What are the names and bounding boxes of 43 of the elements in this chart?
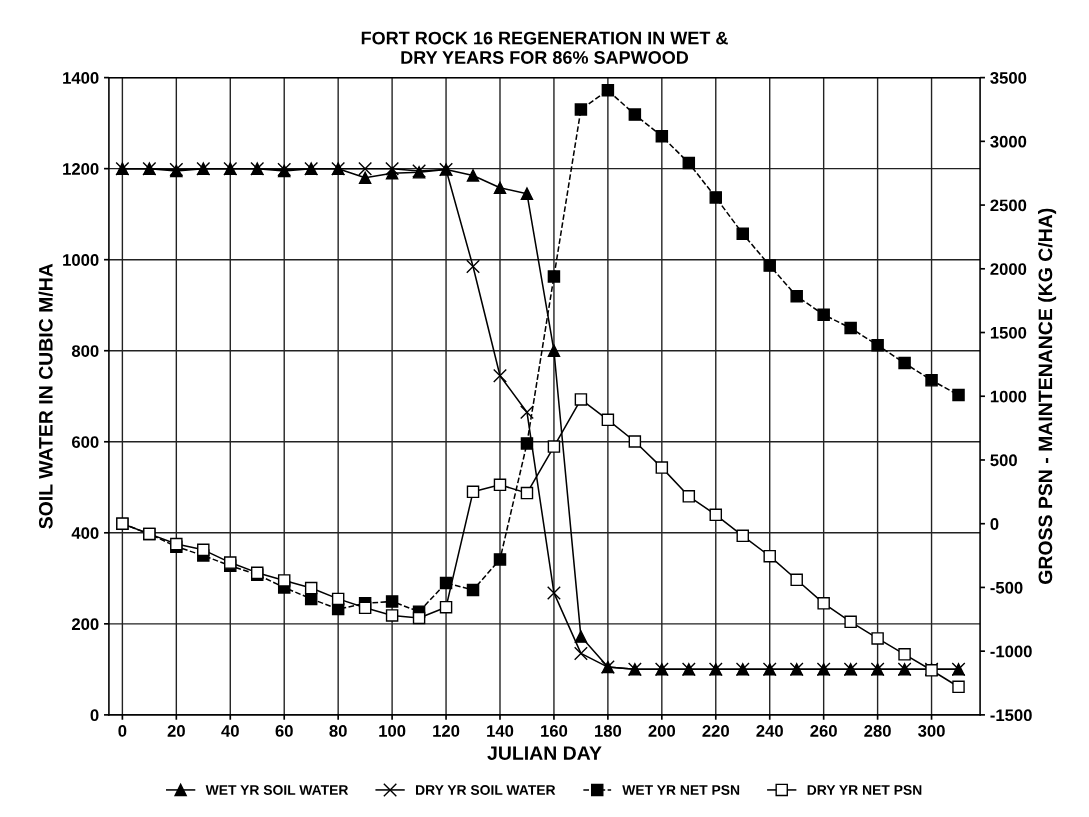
legend-label: WET YR NET PSN	[622, 785, 740, 795]
y2-tick-label: 2000	[990, 263, 1027, 275]
x-tick-label: 0	[118, 725, 127, 737]
x-axis-title: JULIAN DAY	[487, 746, 602, 760]
x-tick-label: 60	[275, 725, 293, 737]
y-tick-label: 1200	[63, 163, 99, 175]
y-tick-label: 800	[71, 345, 99, 357]
y2-tick-label: 2500	[990, 199, 1027, 212]
x-tick-label: 180	[595, 725, 622, 737]
x-tick-label: 40	[221, 725, 239, 737]
x-tick-label: 280	[864, 725, 891, 737]
y-axis-title: SOIL WATER IN CUBIC M/HA	[38, 263, 53, 529]
x-tick-label: 160	[541, 725, 568, 737]
legend-label: DRY YR SOIL WATER	[416, 785, 556, 795]
x-tick-label: 240	[756, 725, 783, 737]
x-tick-label: 120	[433, 725, 460, 737]
legend-label: DRY YR NET PSN	[807, 785, 922, 795]
y2-tick-label: 1000	[990, 390, 1027, 403]
x-tick-label: 200	[648, 725, 676, 737]
y2-tick-label: 1500	[990, 326, 1027, 339]
y2-tick-label: -1500	[990, 709, 1032, 722]
x-tick-label: 100	[379, 725, 406, 737]
x-tick-label: 220	[702, 725, 729, 737]
y-tick-label: 1000	[63, 254, 99, 266]
y-tick-label: 400	[71, 527, 99, 539]
x-tick-label: 140	[487, 725, 514, 737]
y2-tick-label: 0	[990, 518, 999, 530]
y2-tick-label: 500	[990, 454, 1017, 467]
chart-title: FORT ROCK 16 REGENERATION IN WET & DRY YEARS FOR 86% SAPWOOD	[361, 31, 728, 64]
legend-label: WET YR SOIL WATER	[205, 785, 349, 795]
y2-tick-label: -1000	[990, 645, 1032, 658]
x-tick-label: 20	[167, 725, 185, 737]
y-tick-label: 200	[71, 618, 99, 631]
x-tick-label: 300	[918, 725, 945, 737]
y-tick-label: 1400	[63, 72, 99, 84]
y-tick-label: 600	[71, 436, 99, 448]
y2-axis-title: GROSS PSN - MAINTENANCE (KG C/HA)	[1038, 208, 1057, 584]
y2-tick-label: -500	[990, 581, 1023, 594]
x-tick-label: 260	[810, 725, 837, 737]
y-tick-label: 0	[90, 709, 99, 722]
y2-tick-label: 3000	[990, 135, 1027, 148]
x-tick-label: 80	[329, 725, 347, 737]
y2-tick-label: 3500	[990, 72, 1027, 84]
